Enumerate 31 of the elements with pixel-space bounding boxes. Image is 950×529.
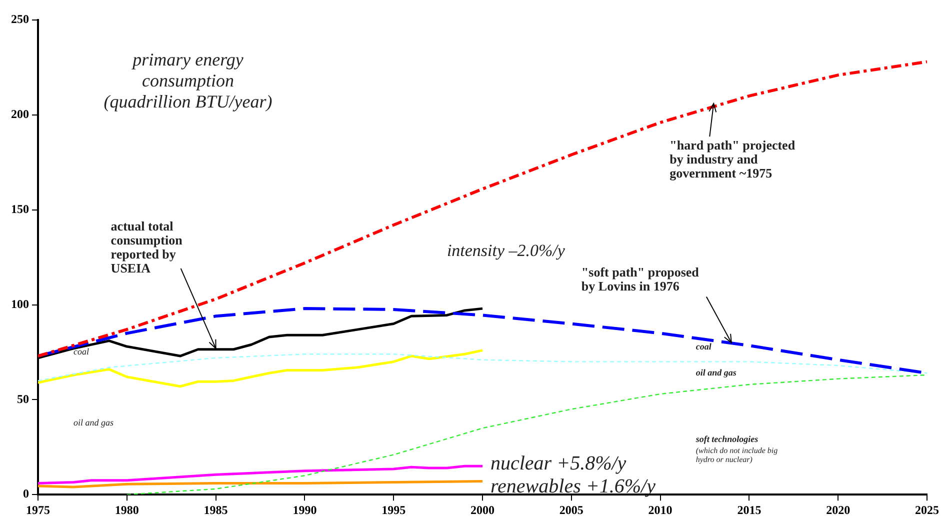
annotation: coal xyxy=(696,342,712,352)
x-tick-label: 2005 xyxy=(559,502,584,517)
annotation: soft technologies xyxy=(694,434,759,444)
x-tick-label: 1985 xyxy=(204,502,228,517)
series-label: nuclear +5.8%/y xyxy=(490,452,626,474)
x-tick-label: 1995 xyxy=(382,502,406,517)
series-label: renewables +1.6%/y xyxy=(490,476,656,498)
x-tick-label: 2025 xyxy=(915,502,939,517)
y-tick-label: 200 xyxy=(11,107,29,122)
annotation: "hard path" projected by industry and government ~1975 xyxy=(670,137,796,180)
annotation: intensity –2.0%/y xyxy=(446,241,566,260)
x-tick-label: 2015 xyxy=(737,502,762,517)
annotation: actual total consumption reported by USEIA xyxy=(110,218,184,276)
text: primary energy consumption (quadrillion BTU/year) xyxy=(104,50,272,112)
y-tick-label: 100 xyxy=(11,296,29,311)
y-tick-label: 250 xyxy=(11,12,29,26)
x-tick-label: 2010 xyxy=(648,502,672,517)
x-tick-label: 1980 xyxy=(114,502,139,517)
x-tick-label: 1975 xyxy=(26,502,50,517)
annotation: oil and gas xyxy=(696,368,737,378)
x-tick-label: 1990 xyxy=(292,502,317,517)
line-series xyxy=(38,354,927,382)
y-tick-label: 150 xyxy=(11,202,29,216)
y-tick-label: 0 xyxy=(23,486,29,501)
x-tick-label: 2020 xyxy=(826,502,850,517)
annotation: "soft path" proposed by Lovins in 1976 xyxy=(581,264,700,294)
annotation: (which do not include big hydro or nuclear) xyxy=(696,446,778,464)
y-tick-label: 50 xyxy=(17,392,29,406)
annotation: oil and gas xyxy=(74,418,114,428)
annotation: coal xyxy=(74,346,90,356)
x-tick-label: 2000 xyxy=(470,502,494,517)
